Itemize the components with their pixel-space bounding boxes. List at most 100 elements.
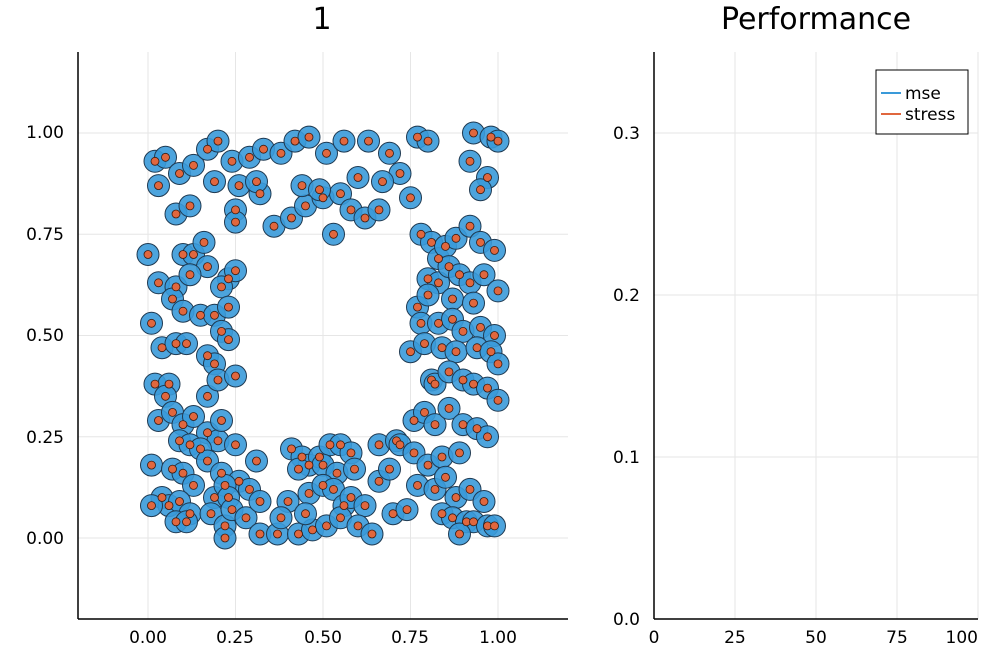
scatter-point-small (178, 420, 188, 430)
scatter-point-small (213, 375, 223, 385)
scatter-y-ticks: 0.00 0.25 0.50 0.75 1.00 (26, 123, 64, 549)
scatter-x-tick: 0.25 (216, 628, 254, 648)
scatter-point-small (336, 513, 345, 523)
scatter-x-tick: 1.00 (479, 628, 517, 648)
scatter-point-small (434, 254, 443, 264)
scatter-point-small (465, 156, 475, 166)
scatter-point-small (374, 476, 384, 486)
scatter-point-small (245, 484, 254, 494)
scatter-x-tick: 0.50 (304, 628, 342, 648)
scatter-point-small (329, 484, 338, 494)
scatter-point-small (458, 326, 468, 336)
performance-x-tick: 50 (805, 628, 827, 648)
scatter-point-small (423, 274, 433, 284)
scatter-point-small (294, 529, 303, 539)
scatter-point-small (423, 460, 433, 470)
performance-panel: Performance 0 25 50 75 100 0.0 0.1 0.2 0… (613, 2, 979, 648)
scatter-point-small (360, 213, 370, 223)
scatter-point-small (315, 185, 324, 195)
scatter-point-small (360, 501, 370, 511)
scatter-point-small (203, 391, 212, 401)
scatter-point-small (255, 529, 265, 539)
scatter-point-small (231, 217, 240, 227)
scatter-point-small (196, 444, 205, 454)
scatter-point-small (290, 136, 300, 146)
scatter-point-small (395, 440, 405, 450)
scatter-point-small (154, 278, 163, 288)
scatter-point-small (465, 221, 475, 231)
scatter-point-small (297, 181, 307, 191)
scatter-point-small (185, 270, 195, 280)
legend-mse-label: mse (905, 84, 941, 104)
scatter-point-small (301, 509, 310, 519)
scatter-point-small (259, 144, 268, 154)
scatter-point-small (465, 278, 475, 288)
scatter-point-small (227, 505, 237, 515)
scatter-point-small (493, 359, 503, 369)
scatter-point-small (455, 529, 464, 539)
scatter-point-small (332, 468, 342, 478)
scatter-point-small (469, 379, 478, 389)
scatter-point-small (164, 501, 174, 511)
scatter-point-small (255, 497, 265, 506)
scatter-point-small (476, 322, 485, 332)
scatter-point-small (493, 286, 503, 296)
scatter-point-small (416, 229, 426, 239)
scatter-point-small (231, 440, 240, 450)
scatter-y-tick: 0.00 (26, 529, 64, 549)
scatter-point-small (304, 460, 314, 470)
scatter-point-small (469, 128, 478, 138)
performance-title: Performance (721, 2, 911, 37)
scatter-point-small (469, 517, 478, 527)
scatter-point-small (287, 213, 296, 223)
scatter-point-small (455, 448, 464, 458)
scatter-point-small (437, 343, 447, 353)
scatter-point-small (273, 529, 282, 539)
performance-x-tick: 75 (886, 628, 908, 648)
scatter-y-tick: 0.75 (26, 225, 64, 245)
scatter-point-small (486, 132, 496, 142)
scatter-point-small (490, 521, 499, 531)
scatter-point-small (224, 335, 233, 345)
scatter-point-small (413, 480, 422, 490)
scatter-point-small (318, 193, 328, 203)
scatter-point-small (203, 428, 212, 438)
scatter-point-small (413, 132, 422, 142)
scatter-point-small (157, 343, 167, 353)
scatter-point-small (318, 460, 328, 470)
scatter-point-small (203, 456, 212, 466)
scatter-point-small (147, 501, 156, 511)
scatter-point-small (339, 136, 349, 146)
scatter-point-small (444, 367, 454, 377)
scatter-point-small (171, 282, 181, 292)
scatter-point-small (185, 440, 195, 450)
scatter-point-small (430, 420, 440, 430)
scatter-point-small (199, 237, 209, 247)
scatter-point-small (483, 173, 492, 182)
scatter-point-small (189, 412, 198, 421)
scatter-point-small (269, 221, 279, 231)
scatter-point-small (171, 517, 181, 527)
scatter-point-small (245, 152, 254, 162)
scatter-y-tick: 0.25 (26, 428, 64, 448)
scatter-x-tick: 0.00 (129, 628, 167, 648)
scatter-point-small (161, 391, 170, 401)
scatter-point-small (213, 136, 223, 146)
scatter-point-small (217, 282, 226, 292)
scatter-point-small (441, 241, 450, 251)
scatter-point-small (472, 424, 482, 434)
scatter-point-small (154, 181, 163, 191)
scatter-point-small (406, 193, 415, 203)
scatter-point-small (402, 505, 412, 515)
scatter-point-small (455, 270, 464, 280)
scatter-point-small (224, 274, 233, 284)
scatter-point-small (308, 525, 317, 535)
scatter-point-small (423, 136, 433, 146)
performance-grid (653, 52, 979, 620)
scatter-point-small (339, 501, 349, 511)
scatter-point-small (409, 416, 419, 425)
scatter-point-small (374, 440, 384, 450)
scatter-point-small (388, 509, 398, 519)
scatter-point-small (171, 339, 181, 349)
